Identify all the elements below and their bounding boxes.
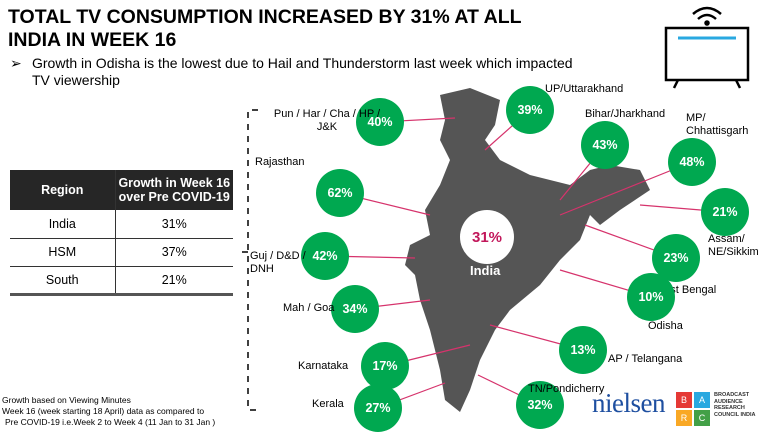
region-label: Assam/ NE/Sikkim — [708, 233, 759, 258]
growth-bubble: 21% — [701, 188, 749, 236]
region-label: UP/Uttarakhand — [545, 83, 624, 95]
region-label: Guj / D&D / DNH — [250, 250, 306, 275]
col-header-region: Region — [10, 170, 116, 210]
barc-text: BROADCAST AUDIENCE RESEARCH COUNCIL INDI… — [714, 392, 756, 418]
growth-table: Region Growth in Week 16 over Pre COVID-1… — [10, 170, 233, 296]
growth-bubble: 48% — [668, 138, 716, 186]
growth-bubble: 13% — [559, 326, 607, 374]
growth-bubble: 40% — [356, 98, 404, 146]
tv-icon — [664, 6, 750, 89]
table-row: India 31% — [10, 210, 233, 239]
growth-bubble: 10% — [627, 273, 675, 321]
footnote: Growth based on Viewing Minutes Week 16 … — [2, 395, 216, 427]
barc-logo: B A R C — [676, 392, 710, 426]
page-title: TOTAL TV CONSUMPTION INCREASED BY 31% AT… — [8, 6, 522, 51]
center-india-bubble: 31% — [460, 210, 514, 264]
growth-bubble: 27% — [354, 384, 402, 432]
growth-bubble: 43% — [581, 121, 629, 169]
region-label: Bihar/Jharkhand — [585, 108, 666, 120]
nielsen-logo: nielsen — [592, 388, 665, 418]
growth-bubble: 42% — [301, 232, 349, 280]
table-row: South 21% — [10, 266, 233, 296]
region-label: AP / Telangana — [608, 353, 683, 365]
center-india-label: India — [470, 263, 501, 278]
region-label: Rajasthan — [255, 156, 305, 168]
region-label: Odisha — [648, 320, 683, 332]
col-header-growth: Growth in Week 16 over Pre COVID-19 — [115, 170, 233, 210]
growth-bubble: 32% — [516, 381, 564, 429]
region-label: Kerala — [312, 398, 344, 410]
region-label: TN/Pondicherry — [528, 383, 605, 395]
bracket — [238, 109, 258, 411]
region-label: MP/ Chhattisgarh — [686, 112, 749, 137]
growth-bubble: 17% — [361, 342, 409, 390]
region-label: Mah / Goa — [283, 302, 335, 314]
growth-bubble: 34% — [331, 285, 379, 333]
arrow-bullet-icon: ➢ — [10, 55, 22, 71]
region-label: Karnataka — [298, 360, 349, 372]
bullet-point: ➢ Growth in Odisha is the lowest due to H… — [10, 55, 573, 88]
growth-bubble: 39% — [506, 86, 554, 134]
table-row: HSM 37% — [10, 238, 233, 267]
growth-bubble: 62% — [316, 169, 364, 217]
india-silhouette — [405, 88, 650, 412]
region-label: Pun / Har / Cha / HP / J&K — [273, 108, 381, 133]
